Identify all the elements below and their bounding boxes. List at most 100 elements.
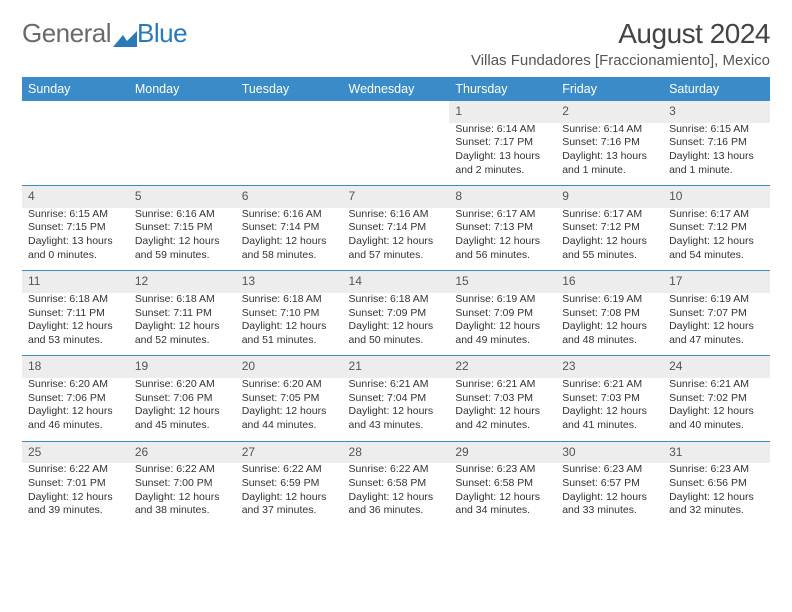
sunset-text: Sunset: 7:05 PM [242,392,337,406]
daylight2-text: and 49 minutes. [455,334,550,348]
sunset-text: Sunset: 7:03 PM [562,392,657,406]
daylight1-text: Daylight: 12 hours [28,405,123,419]
sunrise-text: Sunrise: 6:23 AM [455,463,550,477]
sunrise-text: Sunrise: 6:18 AM [135,293,230,307]
daylight2-text: and 48 minutes. [562,334,657,348]
day-number-cell: 12 [129,271,236,293]
day-header: Monday [129,77,236,101]
sunrise-text: Sunrise: 6:14 AM [455,123,550,137]
day-detail-row: Sunrise: 6:14 AMSunset: 7:17 PM Daylight:… [22,123,770,186]
sunset-text: Sunset: 7:12 PM [562,221,657,235]
day-detail-cell [129,123,236,186]
day-header: Friday [556,77,663,101]
sunrise-text: Sunrise: 6:21 AM [669,378,764,392]
sunset-text: Sunset: 7:14 PM [242,221,337,235]
daylight2-text: and 58 minutes. [242,249,337,263]
sunrise-text: Sunrise: 6:16 AM [349,208,444,222]
day-detail-cell: Sunrise: 6:21 AMSunset: 7:03 PMDaylight:… [449,378,556,441]
day-detail-cell: Sunrise: 6:15 AMSunset: 7:15 PMDaylight:… [22,208,129,271]
daylight2-text: and 56 minutes. [455,249,550,263]
day-number-cell: 8 [449,186,556,208]
daylight2-text: and 59 minutes. [135,249,230,263]
day-number-cell: 27 [236,441,343,463]
daylight1-text: Daylight: 12 hours [455,235,550,249]
day-detail-cell: Sunrise: 6:23 AMSunset: 6:57 PMDaylight:… [556,463,663,526]
day-detail-cell: Sunrise: 6:19 AMSunset: 7:09 PMDaylight:… [449,293,556,356]
daylight2-text: and 43 minutes. [349,419,444,433]
sunset-text: Sunset: 7:15 PM [28,221,123,235]
title-block: August 2024 Villas Fundadores [Fracciona… [471,18,770,69]
daylight2-text: and 44 minutes. [242,419,337,433]
logo-mark-icon [113,25,137,43]
daylight1-text: Daylight: 12 hours [349,405,444,419]
daylight2-text: and 34 minutes. [455,504,550,518]
sunrise-text: Sunrise: 6:23 AM [562,463,657,477]
day-detail-cell: Sunrise: 6:16 AMSunset: 7:14 PMDaylight:… [343,208,450,271]
daylight2-text: and 47 minutes. [669,334,764,348]
day-detail-cell: Sunrise: 6:22 AMSunset: 6:59 PMDaylight:… [236,463,343,526]
logo: General Blue [22,18,187,49]
daylight2-text: and 0 minutes. [28,249,123,263]
day-detail-cell: Sunrise: 6:23 AMSunset: 6:58 PMDaylight:… [449,463,556,526]
daylight1-text: Daylight: 12 hours [669,405,764,419]
location-subtitle: Villas Fundadores [Fraccionamiento], Mex… [471,52,770,69]
sunset-text: Sunset: 7:13 PM [455,221,550,235]
daylight2-text: and 57 minutes. [349,249,444,263]
day-number-cell [236,101,343,123]
sunrise-text: Sunrise: 6:20 AM [242,378,337,392]
day-detail-cell: Sunrise: 6:22 AMSunset: 7:00 PMDaylight:… [129,463,236,526]
day-detail-cell: Sunrise: 6:19 AMSunset: 7:07 PMDaylight:… [663,293,770,356]
day-detail-row: Sunrise: 6:20 AMSunset: 7:06 PMDaylight:… [22,378,770,441]
daylight2-text: and 40 minutes. [669,419,764,433]
daylight1-text: Daylight: 12 hours [242,320,337,334]
daylight2-text: and 42 minutes. [455,419,550,433]
calendar-table: Sunday Monday Tuesday Wednesday Thursday… [22,77,770,526]
day-detail-cell: Sunrise: 6:18 AMSunset: 7:11 PMDaylight:… [129,293,236,356]
daylight2-text: and 39 minutes. [28,504,123,518]
day-number-cell: 28 [343,441,450,463]
daylight1-text: Daylight: 12 hours [455,405,550,419]
day-number-cell: 7 [343,186,450,208]
day-number-cell [22,101,129,123]
daylight1-text: Daylight: 13 hours [28,235,123,249]
day-number-row: 45678910 [22,186,770,208]
day-header: Thursday [449,77,556,101]
day-detail-row: Sunrise: 6:18 AMSunset: 7:11 PMDaylight:… [22,293,770,356]
sunset-text: Sunset: 7:09 PM [349,307,444,321]
sunset-text: Sunset: 7:01 PM [28,477,123,491]
sunrise-text: Sunrise: 6:19 AM [562,293,657,307]
sunrise-text: Sunrise: 6:19 AM [455,293,550,307]
daylight1-text: Daylight: 13 hours [562,150,657,164]
sunrise-text: Sunrise: 6:18 AM [28,293,123,307]
day-number-cell: 11 [22,271,129,293]
sunrise-text: Sunrise: 6:22 AM [242,463,337,477]
month-title: August 2024 [471,18,770,50]
day-detail-cell [343,123,450,186]
sunset-text: Sunset: 7:17 PM [455,136,550,150]
sunrise-text: Sunrise: 6:21 AM [455,378,550,392]
day-detail-cell: Sunrise: 6:16 AMSunset: 7:14 PMDaylight:… [236,208,343,271]
day-detail-cell: Sunrise: 6:23 AMSunset: 6:56 PMDaylight:… [663,463,770,526]
sunrise-text: Sunrise: 6:22 AM [135,463,230,477]
day-detail-cell: Sunrise: 6:21 AMSunset: 7:02 PMDaylight:… [663,378,770,441]
sunrise-text: Sunrise: 6:20 AM [135,378,230,392]
sunrise-text: Sunrise: 6:16 AM [135,208,230,222]
sunset-text: Sunset: 7:02 PM [669,392,764,406]
day-number-row: 11121314151617 [22,271,770,293]
daylight2-text: and 2 minutes. [455,164,550,178]
daylight1-text: Daylight: 12 hours [135,491,230,505]
day-number-cell: 2 [556,101,663,123]
day-number-row: 18192021222324 [22,356,770,378]
sunset-text: Sunset: 7:11 PM [28,307,123,321]
day-number-cell: 23 [556,356,663,378]
daylight1-text: Daylight: 12 hours [562,491,657,505]
sunset-text: Sunset: 7:11 PM [135,307,230,321]
day-number-cell: 4 [22,186,129,208]
sunset-text: Sunset: 7:03 PM [455,392,550,406]
logo-text-general: General [22,18,111,49]
sunrise-text: Sunrise: 6:23 AM [669,463,764,477]
day-number-cell: 24 [663,356,770,378]
sunset-text: Sunset: 7:16 PM [562,136,657,150]
daylight1-text: Daylight: 12 hours [455,320,550,334]
sunrise-text: Sunrise: 6:22 AM [28,463,123,477]
